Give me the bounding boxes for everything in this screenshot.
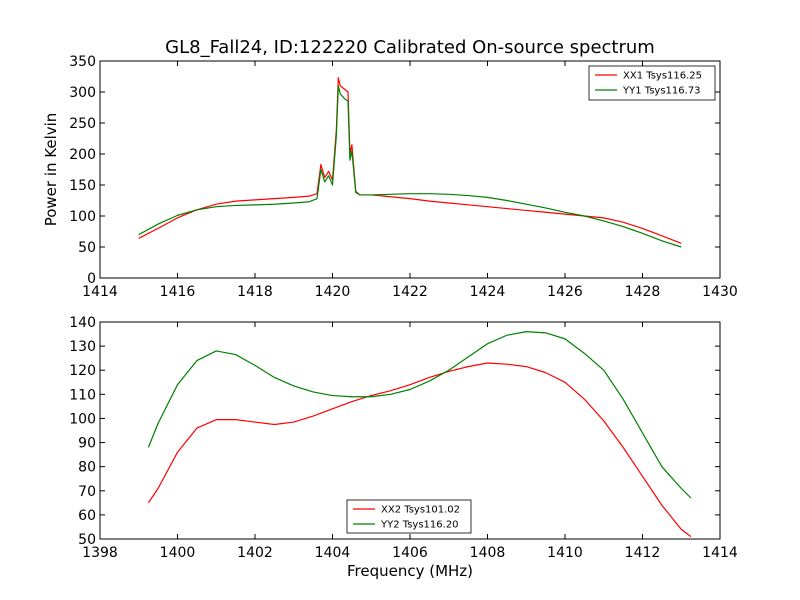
bottom-legend-label-yy2: YY2 Tsys116.20 bbox=[380, 520, 459, 531]
bottom-x-tick-label: 1410 bbox=[547, 545, 583, 561]
bottom-y-tick-label: 120 bbox=[69, 363, 96, 379]
bottom-y-tick-label: 90 bbox=[78, 436, 96, 452]
bottom-plot: 1398 1400 1402 1404 1406 1408 1410 1412 1414 50 60… bbox=[69, 315, 738, 580]
bottom-series-line-0 bbox=[147, 362, 692, 538]
top-y-tick-label: 350 bbox=[69, 54, 96, 70]
bottom-y-tick-label: 60 bbox=[78, 508, 96, 524]
top-y-tick-label: 50 bbox=[78, 240, 96, 256]
bottom-legend-label-xx2: XX2 Tsys101.02 bbox=[381, 505, 460, 516]
top-y-tick-label: 250 bbox=[69, 116, 96, 132]
top-x-tick-label: 1416 bbox=[160, 284, 196, 300]
bottom-y-tick-label: 100 bbox=[69, 411, 96, 427]
bottom-ticks: 1398 1400 1402 1404 1406 1408 1410 1412 1414 50 60… bbox=[69, 315, 738, 561]
bottom-series-line-1 bbox=[147, 331, 692, 499]
top-x-tick-label: 1430 bbox=[702, 284, 738, 300]
bottom-x-tick-label: 1408 bbox=[470, 545, 506, 561]
top-legend-label-xx1: XX1 Tsys116.25 bbox=[623, 71, 702, 82]
top-legend-label-yy1: YY1 Tsys116.73 bbox=[622, 86, 701, 97]
bottom-series-layer bbox=[147, 331, 692, 538]
top-x-tick-label: 1414 bbox=[82, 284, 118, 300]
top-y-tick-label: 100 bbox=[69, 209, 96, 225]
top-legend-box bbox=[588, 65, 716, 101]
bottom-x-tick-label: 1404 bbox=[315, 545, 351, 561]
top-y-tick-label: 200 bbox=[69, 147, 96, 163]
top-y-tick-label: 150 bbox=[69, 178, 96, 194]
bottom-legend-box bbox=[346, 499, 472, 534]
top-series-line-0 bbox=[138, 77, 682, 244]
top-x-tick-label: 1424 bbox=[470, 284, 506, 300]
chart-title: GL8_Fall24, ID:122220 Calibrated On-sour… bbox=[165, 37, 655, 58]
bottom-x-tick-label: 1414 bbox=[702, 545, 738, 561]
top-y-axis-label: Power in Kelvin bbox=[42, 113, 60, 227]
bottom-x-tick-label: 1412 bbox=[625, 545, 661, 561]
top-plot: 1414 1416 1418 1420 1422 1424 1426 1428 1430 0 50 1… bbox=[42, 54, 738, 300]
top-x-tick-label: 1418 bbox=[237, 284, 273, 300]
bottom-y-tick-label: 130 bbox=[69, 339, 96, 355]
bottom-y-tick-label: 140 bbox=[69, 315, 96, 331]
bottom-x-tick-label: 1400 bbox=[160, 545, 196, 561]
bottom-y-tick-label: 50 bbox=[78, 532, 96, 548]
top-x-tick-label: 1428 bbox=[625, 284, 661, 300]
top-x-tick-label: 1422 bbox=[392, 284, 428, 300]
top-y-tick-label: 300 bbox=[69, 85, 96, 101]
top-legend: XX1 Tsys116.25 YY1 Tsys116.73 bbox=[588, 65, 716, 101]
bottom-y-tick-label: 110 bbox=[69, 387, 96, 403]
top-x-tick-label: 1420 bbox=[315, 284, 351, 300]
bottom-x-tick-label: 1406 bbox=[392, 545, 428, 561]
bottom-y-tick-label: 80 bbox=[78, 460, 96, 476]
top-ticks: 1414 1416 1418 1420 1422 1424 1426 1428 1430 0 50 1… bbox=[69, 54, 738, 300]
bottom-legend: XX2 Tsys101.02 YY2 Tsys116.20 bbox=[346, 499, 472, 534]
bottom-y-tick-label: 70 bbox=[78, 484, 96, 500]
bottom-x-tick-label: 1398 bbox=[82, 545, 118, 561]
top-y-tick-label: 0 bbox=[87, 271, 96, 287]
top-series-layer bbox=[138, 77, 682, 248]
bottom-x-axis-label: Frequency (MHz) bbox=[347, 562, 473, 580]
bottom-x-tick-label: 1402 bbox=[237, 545, 273, 561]
top-series-line-1 bbox=[138, 85, 682, 248]
top-x-tick-label: 1426 bbox=[547, 284, 583, 300]
